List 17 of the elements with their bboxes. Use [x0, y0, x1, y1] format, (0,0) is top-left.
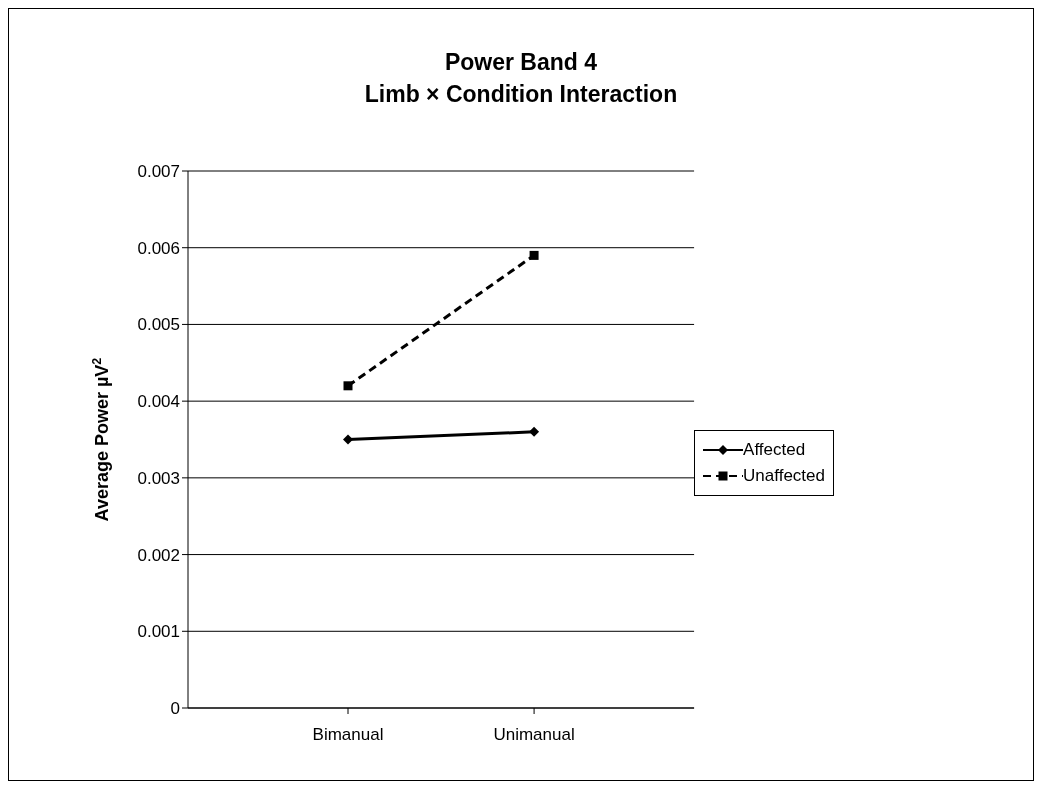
- y-tick-label: 0.007: [137, 162, 180, 182]
- y-tick-label: 0.002: [137, 545, 180, 565]
- y-tick-label: 0.005: [137, 315, 180, 335]
- y-tick-label: 0: [170, 699, 180, 719]
- legend-label: Unaffected: [743, 466, 825, 486]
- x-tick-label: Bimanual: [312, 725, 384, 745]
- point: [529, 250, 539, 260]
- chart-title: Power Band 4 Limb × Condition Interaction: [363, 48, 679, 109]
- legend-label: Affected: [743, 440, 806, 460]
- point: [343, 381, 353, 391]
- x-tick-label: Unimanual: [493, 725, 575, 745]
- point: [529, 426, 540, 437]
- y-tick-label: 0.006: [137, 238, 180, 258]
- point: [343, 434, 353, 445]
- y-tick-label: 0.001: [137, 622, 180, 642]
- y-tick-label: 0.004: [137, 392, 180, 412]
- y-tick-label: 0.003: [137, 468, 180, 488]
